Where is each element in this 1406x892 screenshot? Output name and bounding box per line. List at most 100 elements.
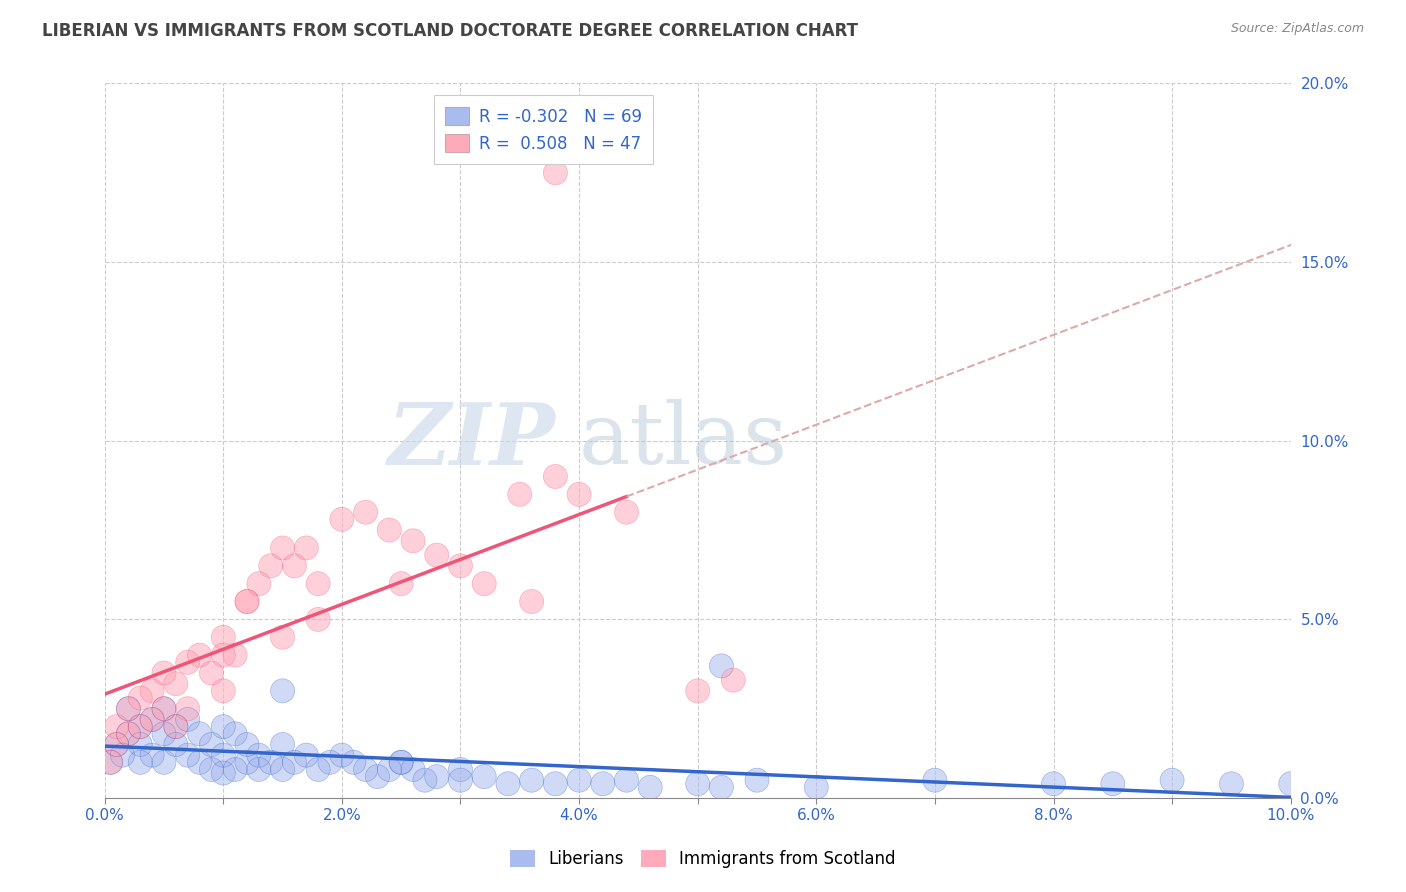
Point xyxy=(806,780,828,795)
Point xyxy=(117,702,139,716)
Point xyxy=(236,594,259,608)
Point xyxy=(153,702,176,716)
Point xyxy=(129,756,152,770)
Point xyxy=(472,576,495,591)
Point xyxy=(402,763,425,777)
Point xyxy=(496,777,519,791)
Point xyxy=(247,576,270,591)
Point xyxy=(260,558,283,573)
Point xyxy=(165,677,187,691)
Point xyxy=(247,763,270,777)
Point xyxy=(176,713,198,727)
Point xyxy=(212,748,235,763)
Point xyxy=(165,720,187,734)
Point xyxy=(544,469,567,483)
Point xyxy=(544,777,567,791)
Point xyxy=(354,763,377,777)
Point xyxy=(176,748,198,763)
Point xyxy=(236,756,259,770)
Point xyxy=(200,738,222,752)
Point xyxy=(389,756,412,770)
Point xyxy=(176,713,198,727)
Point xyxy=(509,487,531,501)
Point xyxy=(378,523,401,537)
Point xyxy=(105,720,128,734)
Point xyxy=(153,727,176,741)
Point xyxy=(212,630,235,644)
Point xyxy=(200,763,222,777)
Point xyxy=(105,720,128,734)
Point xyxy=(200,738,222,752)
Point xyxy=(165,738,187,752)
Point xyxy=(105,738,128,752)
Point xyxy=(153,702,176,716)
Point xyxy=(212,748,235,763)
Point xyxy=(111,748,134,763)
Point xyxy=(141,713,163,727)
Point xyxy=(389,756,412,770)
Point xyxy=(141,748,163,763)
Point xyxy=(354,505,377,519)
Point xyxy=(1042,777,1064,791)
Point xyxy=(638,780,661,795)
Point xyxy=(354,763,377,777)
Point xyxy=(686,777,709,791)
Point xyxy=(402,533,425,548)
Point xyxy=(247,576,270,591)
Point xyxy=(450,763,472,777)
Point xyxy=(592,777,614,791)
Point xyxy=(450,763,472,777)
Point xyxy=(1042,777,1064,791)
Point xyxy=(354,505,377,519)
Point xyxy=(544,166,567,180)
Point xyxy=(295,748,318,763)
Point xyxy=(616,505,638,519)
Point xyxy=(271,738,294,752)
Point xyxy=(1279,777,1302,791)
Point xyxy=(105,738,128,752)
Point xyxy=(710,658,733,673)
Point xyxy=(165,677,187,691)
Point xyxy=(806,780,828,795)
Point xyxy=(200,665,222,680)
Point xyxy=(247,748,270,763)
Text: LIBERIAN VS IMMIGRANTS FROM SCOTLAND DOCTORATE DEGREE CORRELATION CHART: LIBERIAN VS IMMIGRANTS FROM SCOTLAND DOC… xyxy=(42,22,858,40)
Point xyxy=(141,684,163,698)
Point xyxy=(710,658,733,673)
Point xyxy=(568,773,591,788)
Point xyxy=(472,770,495,784)
Point xyxy=(745,773,768,788)
Point xyxy=(1101,777,1123,791)
Point xyxy=(129,738,152,752)
Point xyxy=(153,665,176,680)
Point xyxy=(129,738,152,752)
Point xyxy=(117,727,139,741)
Point xyxy=(271,541,294,555)
Point xyxy=(141,713,163,727)
Point xyxy=(188,648,211,662)
Point xyxy=(153,756,176,770)
Point xyxy=(307,763,329,777)
Point xyxy=(426,770,449,784)
Point xyxy=(176,655,198,669)
Point xyxy=(592,777,614,791)
Point xyxy=(117,727,139,741)
Point xyxy=(378,763,401,777)
Point xyxy=(236,738,259,752)
Point xyxy=(165,720,187,734)
Point xyxy=(271,684,294,698)
Point xyxy=(271,763,294,777)
Point xyxy=(330,512,353,526)
Point xyxy=(307,576,329,591)
Point xyxy=(236,594,259,608)
Point xyxy=(295,541,318,555)
Point xyxy=(153,702,176,716)
Point xyxy=(686,684,709,698)
Point xyxy=(307,612,329,626)
Text: atlas: atlas xyxy=(579,399,789,483)
Point xyxy=(176,655,198,669)
Point xyxy=(710,780,733,795)
Text: ZIP: ZIP xyxy=(388,399,555,483)
Point xyxy=(141,684,163,698)
Point xyxy=(426,770,449,784)
